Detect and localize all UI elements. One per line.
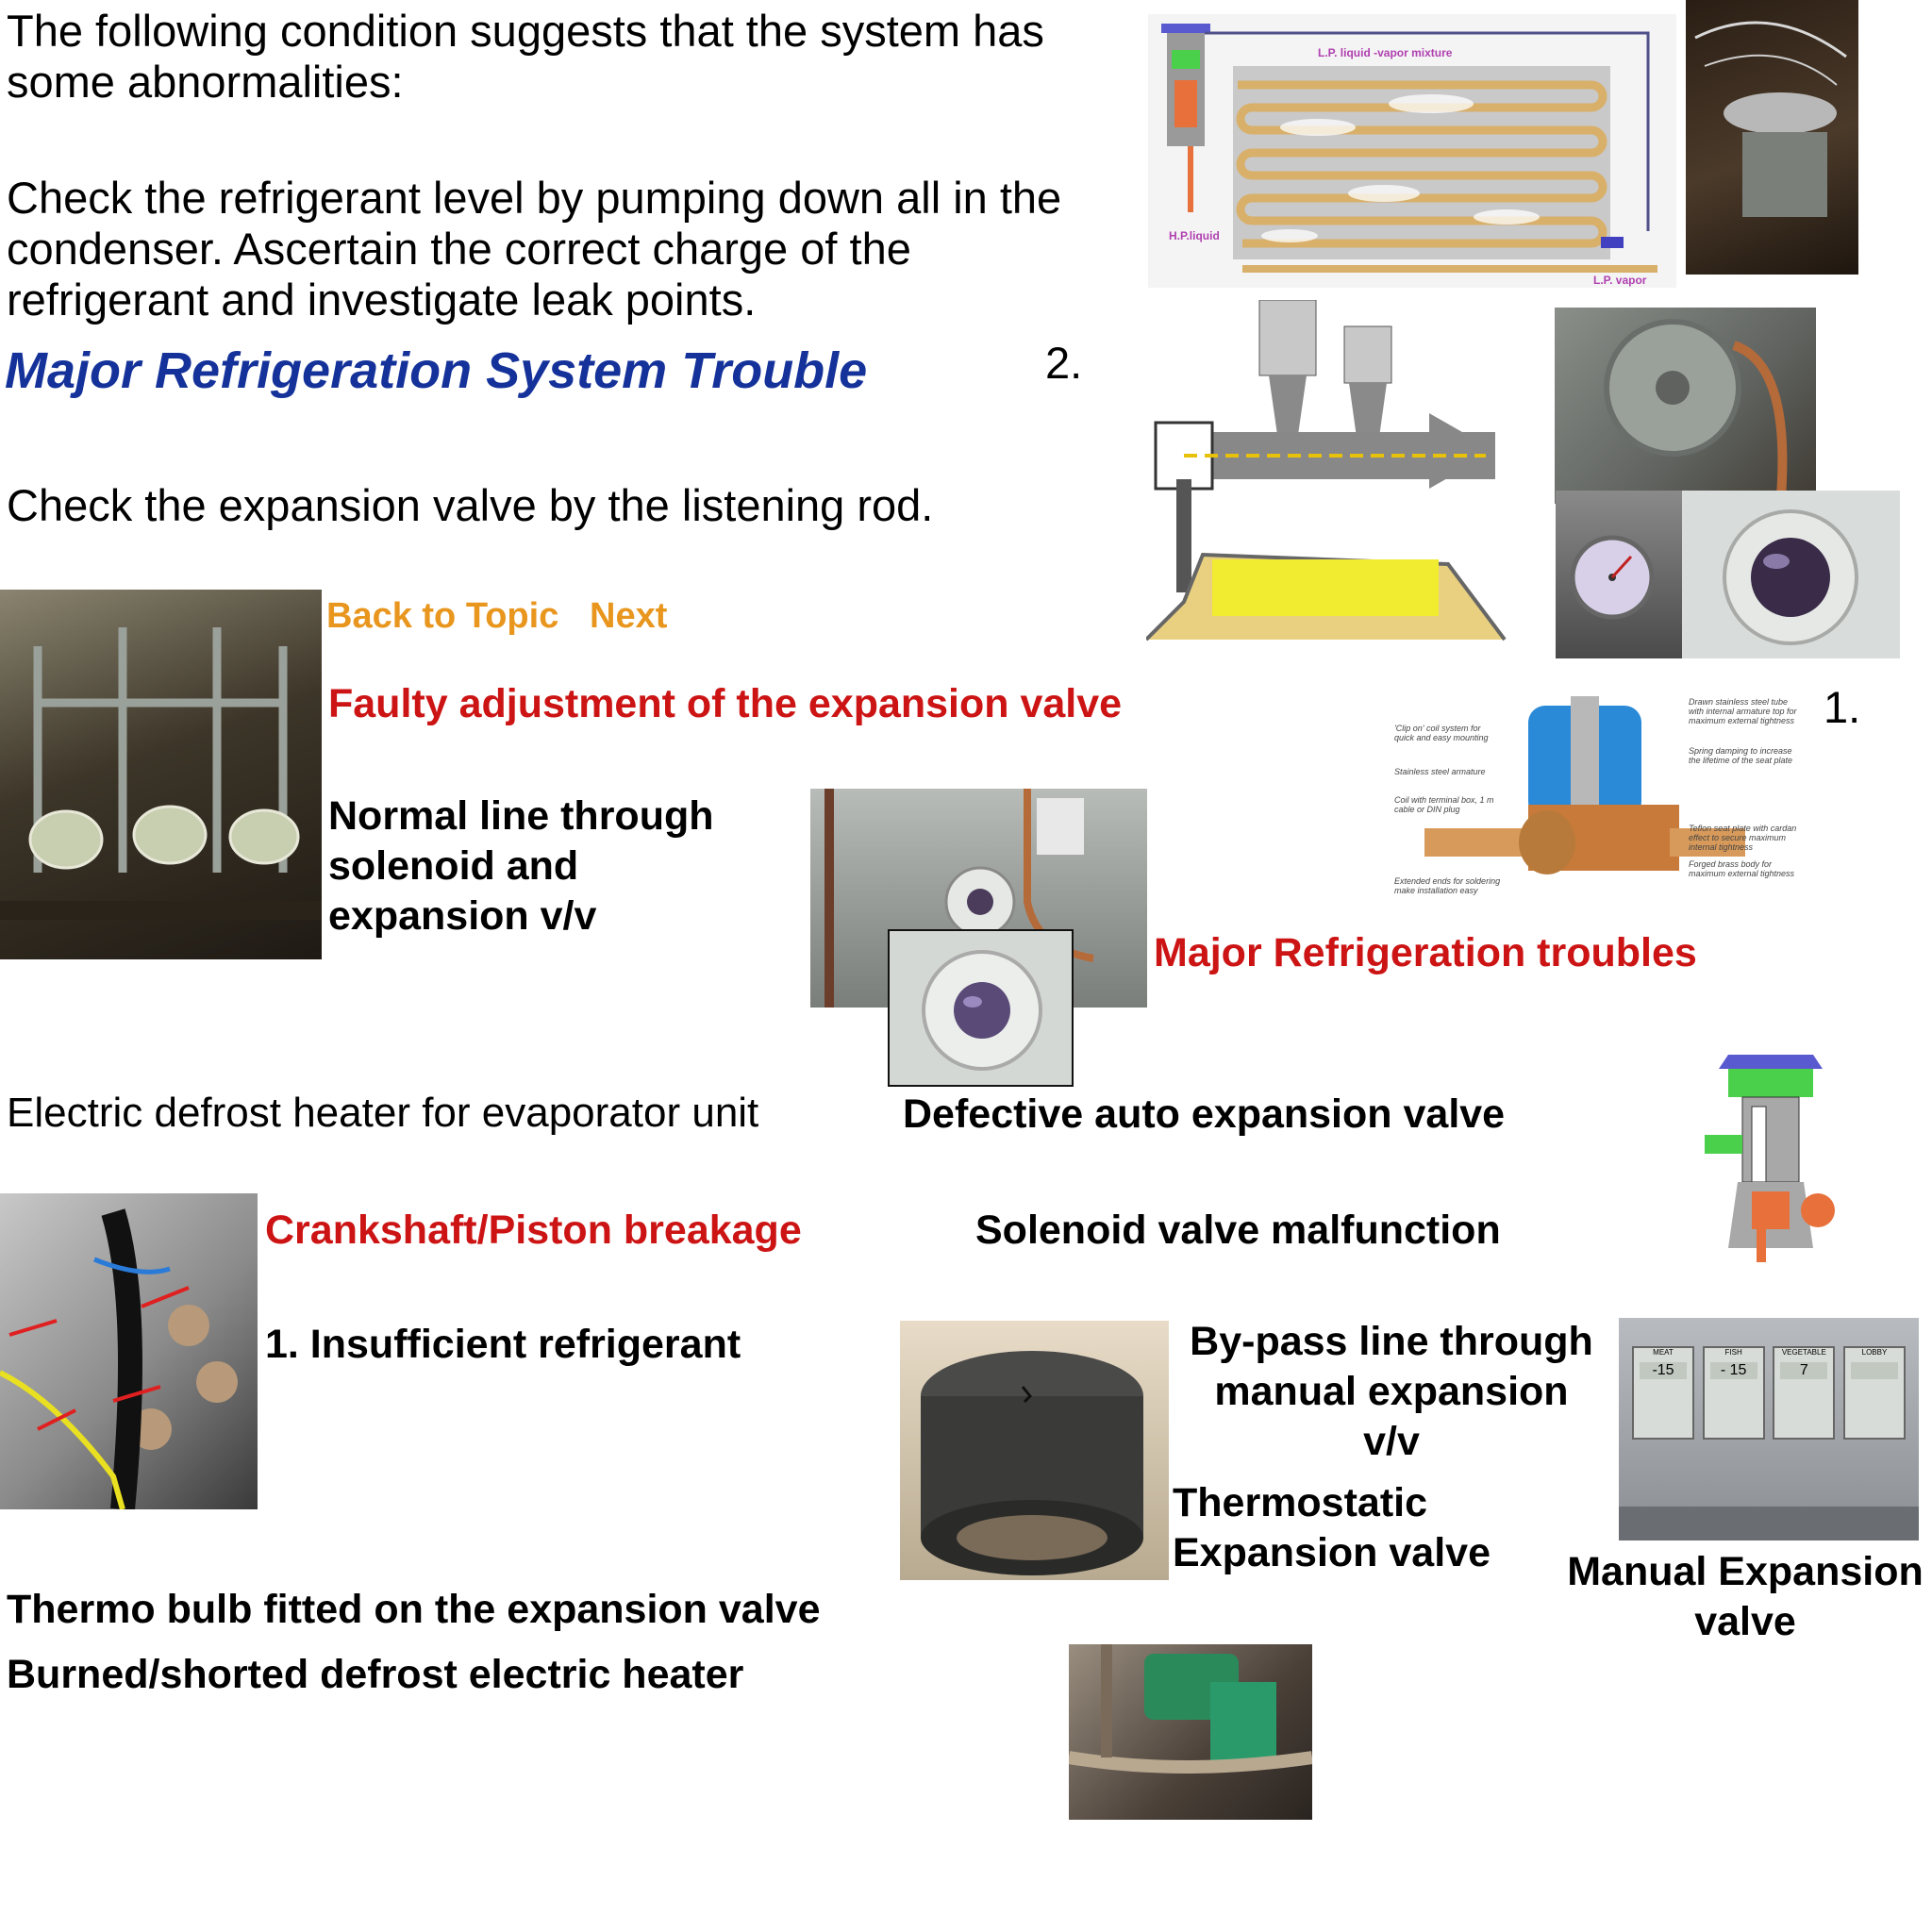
solenoid-valve-photo <box>1069 1644 1312 1820</box>
compressor-crankshaft-diagram <box>1146 300 1533 649</box>
label-teflon-seat: Teflon seat plate with cardan effect to … <box>1689 824 1797 852</box>
panel-display-meat: MEAT -15 <box>1632 1346 1694 1440</box>
faulty-adjustment-heading: Faulty adjustment of the expansion valve <box>328 681 1123 726</box>
lp-mixture-label: L.P. liquid -vapor mixture <box>1318 46 1453 59</box>
solenoid-piping-panel-photo <box>0 590 322 959</box>
compressor-photo <box>1555 308 1816 504</box>
label-brass-body: Forged brass body for maximum external t… <box>1689 859 1795 878</box>
sight-glass-closeup-photo <box>888 929 1074 1087</box>
number-one-label: 1. <box>1824 682 1861 732</box>
label-clip-on-coil: 'Clip on' coil system for quick and easy… <box>1394 724 1489 742</box>
sight-glass-photo <box>1682 491 1900 658</box>
panel-display-lobby: LOBBY <box>1842 1346 1906 1440</box>
defrost-heater-wiring-photo <box>0 1193 258 1509</box>
crankshaft-heading: Crankshaft/Piston breakage <box>265 1208 802 1253</box>
broken-piston-photo <box>900 1321 1169 1580</box>
label-armature: Stainless steel armature <box>1394 767 1486 776</box>
panel-display-vegetable: VEGETABLE 7 <box>1773 1346 1836 1440</box>
evaporator-coil-diagram: L.P. liquid -vapor mixture H.P.liquid L.… <box>1148 14 1676 288</box>
panel-base <box>1619 1507 1919 1541</box>
intro-text: The following condition suggests that th… <box>7 6 1044 107</box>
manual-expansion-caption: Manual Expansion valve <box>1567 1549 1924 1644</box>
lp-vapor-label: L.P. vapor <box>1593 274 1647 287</box>
bypass-caption: By-pass line through manual expansion v/… <box>1190 1319 1593 1464</box>
solenoid-valve-cutaway-diagram: Drawn stainless steel tube with internal… <box>1387 691 1811 908</box>
major-troubles-heading: Major Refrigeration troubles <box>1154 930 1697 975</box>
check-valve-text: Check the expansion valve by the listeni… <box>7 480 934 530</box>
solenoid-malfunction-heading: Solenoid valve malfunction <box>975 1208 1501 1253</box>
panel-display-fish: FISH - 15 <box>1702 1346 1765 1440</box>
panel-displays: MEAT -15 FISH - 15 VEGETABLE 7 LOBBY <box>1632 1346 1906 1441</box>
expansion-valve-cross-section <box>1700 1050 1841 1267</box>
label-steel-tube: Drawn stainless steel tube with internal… <box>1689 697 1797 725</box>
pipework-sight-glass-photo <box>810 789 1147 1008</box>
defrost-heater-caption: Electric defrost heater for evaporator u… <box>7 1090 759 1136</box>
label-spring-damping: Spring damping to increase the lifetime … <box>1689 746 1793 765</box>
major-system-trouble-title: Major Refrigeration System Trouble <box>5 342 868 399</box>
thermo-bulb-valve-photo <box>1686 0 1858 275</box>
label-extended-ends: Extended ends for soldering make install… <box>1394 876 1501 895</box>
burned-heater-heading: Burned/shorted defrost electric heater <box>7 1652 744 1697</box>
thermo-bulb-heading: Thermo bulb fitted on the expansion valv… <box>7 1587 821 1632</box>
back-to-topic-link[interactable]: Back to Topic <box>326 596 559 636</box>
label-coil-terminal: Coil with terminal box, 1 m cable or DIN… <box>1394 795 1494 814</box>
temperature-control-panel-photo: MEAT -15 FISH - 15 VEGETABLE 7 LOBBY <box>1619 1318 1919 1541</box>
normal-line-caption: Normal line through solenoid and expansi… <box>328 793 714 939</box>
pressure-gauge-photo <box>1556 491 1682 658</box>
thermostatic-caption: Thermostatic Expansion valve <box>1173 1480 1491 1575</box>
defective-auto-heading: Defective auto expansion valve <box>903 1091 1506 1137</box>
hp-liquid-label: H.P.liquid <box>1169 229 1220 242</box>
number-two-label: 2. <box>1045 338 1083 388</box>
next-link[interactable]: Next <box>590 596 668 636</box>
check-level-text: Check the refrigerant level by pumping d… <box>7 173 1062 325</box>
insufficient-refrigerant-heading: 1. Insufficient refrigerant <box>265 1322 741 1367</box>
